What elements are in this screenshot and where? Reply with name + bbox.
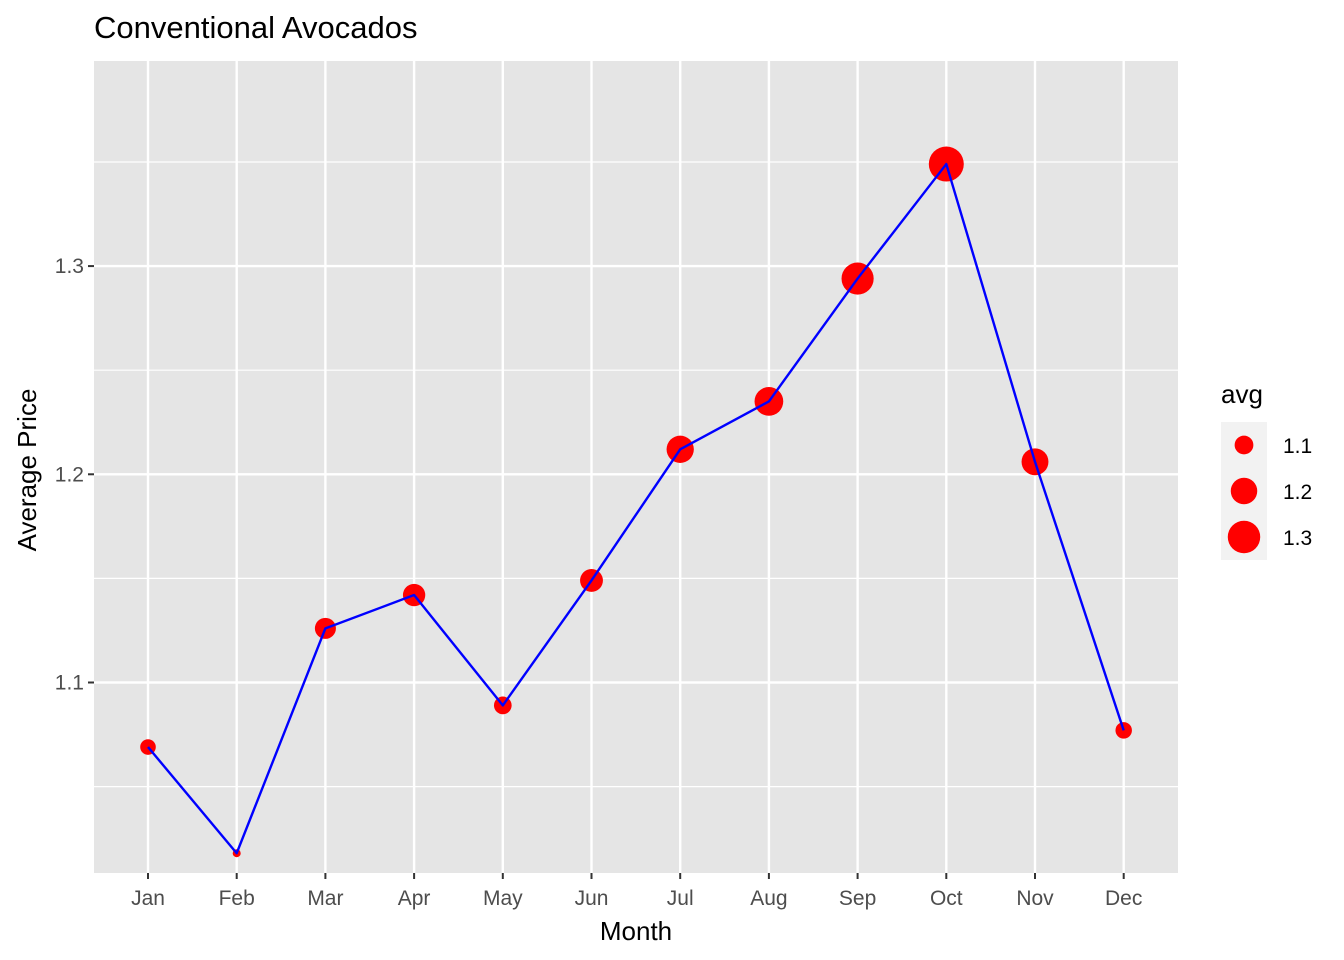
- x-axis: Jan Feb Mar Apr May Jun Jul Aug Sep Oct Nov Dec: [131, 873, 1142, 910]
- x-tick-label: May: [483, 887, 523, 910]
- series-line: [147, 162, 1125, 855]
- legend-title: avg: [1221, 379, 1263, 409]
- chart-title: Conventional Avocados: [94, 10, 417, 45]
- x-tick-label: Mar: [307, 887, 343, 910]
- x-tick-label: Dec: [1105, 887, 1142, 910]
- legend-swatch: [1227, 520, 1261, 554]
- legend-swatch: [1234, 435, 1254, 455]
- y-tick-label: 1.3: [55, 255, 84, 278]
- y-axis: 1.1 1.2 1.3: [55, 255, 94, 694]
- legend-label: 1.1: [1283, 435, 1312, 458]
- y-tick-label: 1.2: [55, 463, 84, 486]
- legend: avg 1.1 1.2 1.3: [1221, 379, 1312, 560]
- x-tick-label: Jan: [131, 887, 165, 910]
- x-tick-label: Aug: [750, 887, 787, 910]
- plot-panel: [94, 61, 1178, 873]
- legend-swatch: [1230, 477, 1258, 505]
- y-axis-title: Average Price: [12, 389, 42, 552]
- x-tick-label: Oct: [930, 887, 963, 910]
- x-axis-title: Month: [600, 916, 672, 946]
- x-tick-label: Apr: [398, 887, 431, 910]
- legend-label: 1.2: [1283, 481, 1312, 504]
- grid-minor: [94, 161, 1178, 788]
- x-tick-label: Jul: [667, 887, 694, 910]
- x-tick-label: Feb: [219, 887, 255, 910]
- legend-label: 1.3: [1283, 527, 1312, 550]
- x-tick-label: Jun: [575, 887, 609, 910]
- series-layer: [140, 146, 1132, 858]
- x-tick-label: Nov: [1016, 887, 1054, 910]
- x-tick-label: Sep: [839, 887, 876, 910]
- y-tick-label: 1.1: [55, 671, 84, 694]
